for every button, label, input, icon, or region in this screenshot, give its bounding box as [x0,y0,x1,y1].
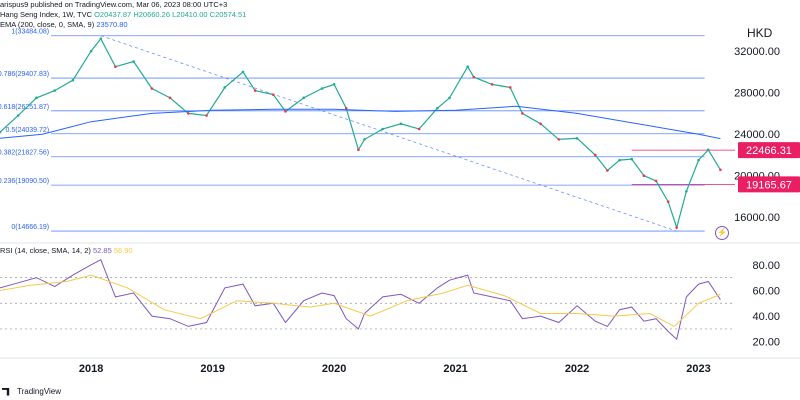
price-point [302,96,306,100]
price-point [508,86,512,89]
rsi-sma-value: 56.90 [113,246,133,255]
trend-line [100,35,677,232]
price-point [99,37,103,40]
tradingview-logo-icon [2,387,10,396]
fib-level-label: 0.618(26251.87) [0,104,49,111]
price-point [0,130,2,134]
x-tick-label: 2020 [322,363,346,375]
price-point [685,189,688,193]
price-point [363,138,366,141]
price-point [381,127,384,131]
price-point [187,112,190,115]
price-tag-label: 19165.67 [746,179,792,191]
ema-value: 23570.80 [96,20,128,29]
ohlc-close: C20574.51 [209,10,247,19]
price-point [436,106,439,110]
ohlc-high: H20660.26 [133,10,171,19]
rsi-tick-label: 80.00 [752,260,780,272]
price-point [593,153,597,157]
price-point [618,158,621,162]
lightning-icon[interactable]: ⚡ [715,226,729,240]
price-point [521,112,524,115]
price-point [448,96,451,100]
price-point [675,226,678,229]
price-point [53,89,56,92]
fib-level-label: 0(14666.19) [11,224,49,231]
price-point [606,169,609,172]
rsi-tick-label: 40.00 [752,311,780,323]
price-point [697,158,700,162]
price-point [706,148,710,152]
price-point [241,70,245,74]
rsi-tick-label: 20.00 [752,337,780,349]
ema-series-line [0,105,721,140]
tradingview-footer[interactable]: TradingView [2,387,61,396]
rsi-line: RSI (14, close, SMA, 14, 2) 52.85 56.90 [0,246,133,255]
price-point [89,49,93,53]
price-point [205,114,208,117]
symbol-name: Hang Seng Index, 1W, TVC [0,10,92,19]
price-point [472,75,476,79]
price-point [557,138,561,141]
published-line: arispus9 published on TradingView.com, M… [0,0,228,9]
price-point [642,174,646,178]
price-tag-box [738,176,800,193]
price-point [539,122,542,126]
x-tick-label: 2019 [200,363,224,375]
currency-label: HKD [747,26,773,40]
fib-level-label: 0.5(24039.72) [6,127,50,134]
price-tag-box [738,142,800,159]
price-point [168,96,172,100]
ema-line: EMA (200, close, 0, SMA, 9) 23570.80 [0,20,128,29]
x-tick-label: 2022 [565,363,589,375]
price-point [35,96,38,100]
price-point [253,89,257,92]
price-tick-label: 24000.00 [734,129,780,141]
price-point [490,83,494,86]
price-point [575,137,579,140]
price-point [630,157,634,161]
ohlc-open: O20437.87 [94,10,132,19]
rsi-series-line [0,258,721,341]
price-point [357,148,360,152]
rsi-value: 52.85 [92,246,112,255]
rsi-label: RSI (14, close, SMA, 14, 2) [0,246,91,255]
price-tick-label: 16000.00 [734,212,780,224]
price-point [16,114,20,117]
price-point [344,106,348,110]
footer-text: TradingView [17,387,62,396]
price-point [466,65,470,69]
price-tag-label: 22466.31 [746,145,792,157]
fib-level-label: 0.382(21827.56) [0,150,49,157]
price-point [332,83,336,86]
fib-level-label: 1(33484.08) [11,29,49,36]
price-point [666,200,670,203]
price-series-line [0,37,721,230]
x-tick-label: 2021 [443,363,467,375]
fib-level-label: 0.786(29407.83) [0,71,49,78]
price-tick-label: 32000.00 [734,46,780,58]
price-point [132,60,135,63]
price-point [654,179,658,183]
price-point [223,86,227,89]
price-point [320,87,324,90]
ema-label: EMA (200, close, 0, SMA, 9) [0,20,95,29]
price-point [284,110,287,113]
x-tick-label: 2018 [79,363,103,375]
x-tick-label: 2023 [686,363,710,375]
rsi-sma-series-line [0,274,721,328]
fib-level-label: 0.236(19090.50) [0,178,49,185]
price-point [719,168,722,172]
price-point [272,93,275,97]
price-point [399,122,403,126]
price-point [71,78,75,82]
price-point [417,127,421,131]
price-tick-label: 28000.00 [734,88,780,100]
price-point [150,87,154,90]
rsi-tick-label: 60.00 [752,285,780,297]
price-point [114,65,117,69]
ohlc-low: L20410.00 [172,10,208,19]
symbol-line: Hang Seng Index, 1W, TVC O20437.87 H2066… [0,10,246,19]
